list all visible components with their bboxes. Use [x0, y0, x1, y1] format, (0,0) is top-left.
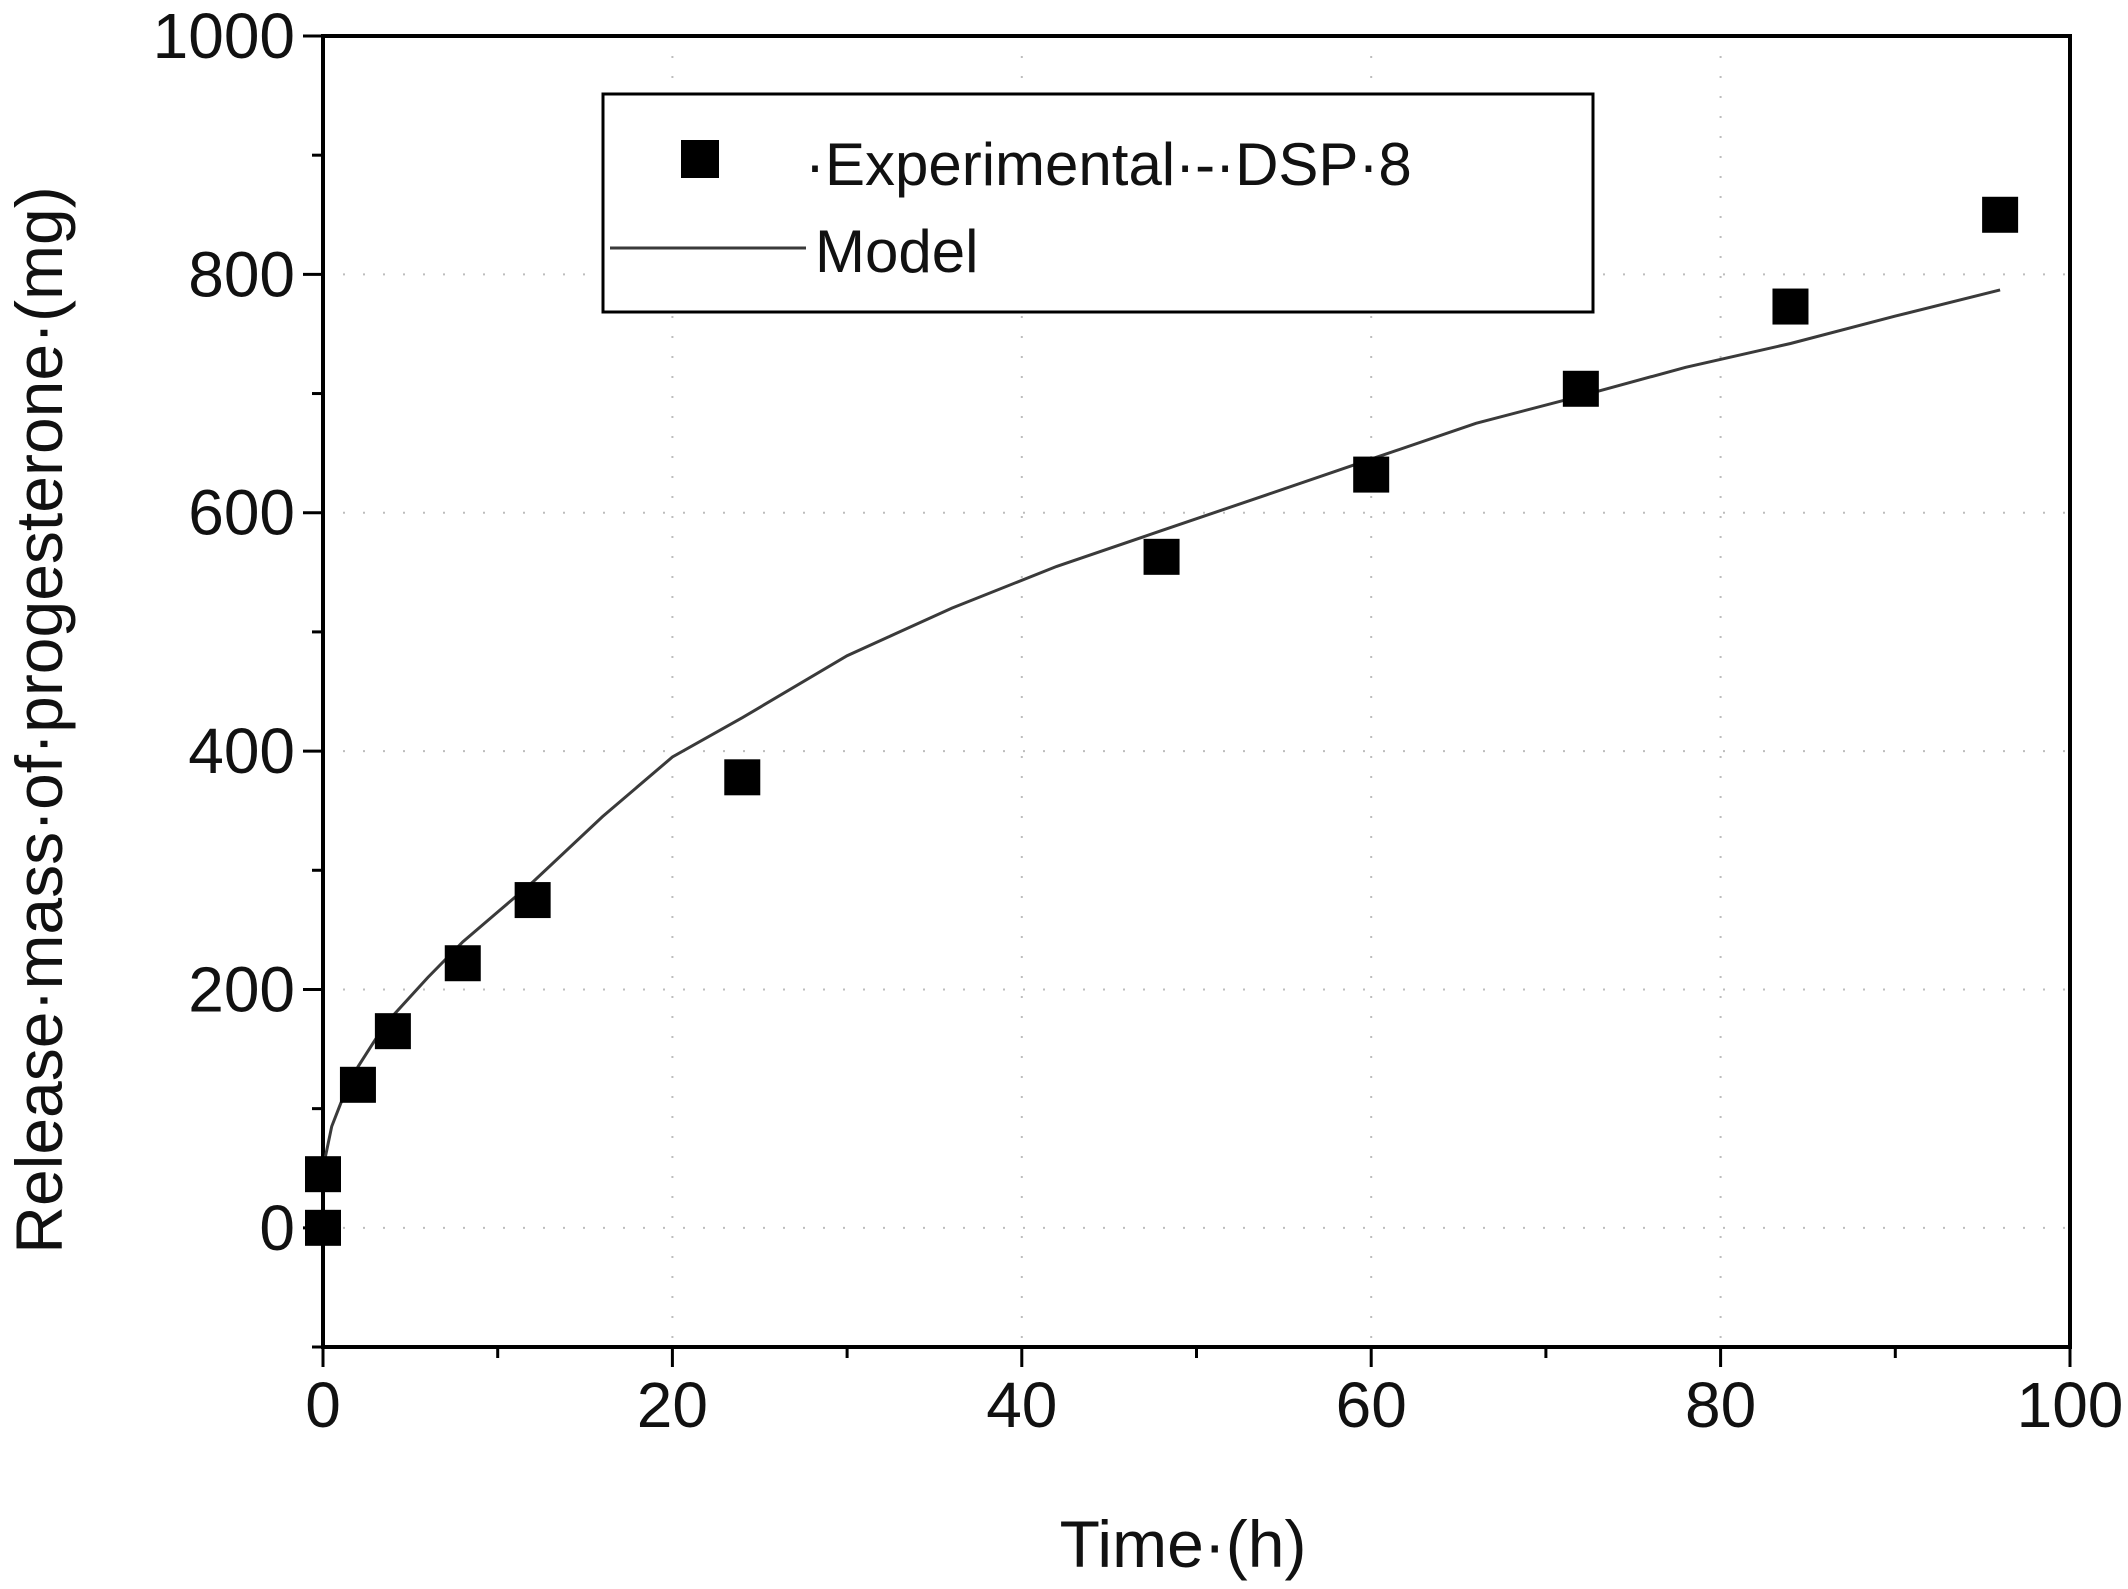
data-point-4	[444, 945, 481, 982]
y-tick-label-0: 0	[259, 1192, 295, 1264]
y-tick-label-3: 600	[188, 477, 295, 549]
x-axis-title: Time·(h)	[1060, 1507, 1307, 1581]
legend-label-model: Model	[815, 218, 978, 285]
x-tick-label-3: 60	[1336, 1369, 1407, 1441]
y-tick-label-1: 200	[188, 953, 295, 1025]
legend-label-experimental: ·Experimental·-·DSP·8	[805, 131, 1412, 198]
x-tick-label-1: 20	[637, 1369, 708, 1441]
data-point-11	[1982, 196, 2019, 233]
series-layer	[305, 196, 2019, 1246]
x-tick-label-5: 100	[2017, 1369, 2124, 1441]
data-point-9	[1562, 370, 1599, 407]
data-point-2	[339, 1066, 376, 1103]
legend: ·Experimental·-·DSP·8 Model	[601, 92, 1595, 314]
y-tick-label-5: 1000	[153, 0, 295, 72]
x-tick-labels: 0 20 40 60 80 100	[305, 1369, 2123, 1441]
y-tick-label-4: 800	[188, 238, 295, 310]
legend-box	[601, 92, 1595, 314]
x-tick-label-2: 40	[986, 1369, 1057, 1441]
data-point-6	[724, 759, 761, 796]
data-point-1	[305, 1156, 341, 1193]
data-point-0	[305, 1209, 341, 1246]
data-point-10	[1772, 288, 1809, 325]
data-point-5	[514, 882, 551, 919]
y-axis-title: Release·mass·of·progesterone·(mg)	[2, 186, 76, 1253]
model-curve	[321, 288, 2001, 1169]
y-tick-labels: 0 200 400 600 800 1000	[153, 0, 295, 1264]
y-tick-label-2: 400	[188, 715, 295, 787]
data-point-8	[1353, 456, 1390, 493]
data-point-7	[1143, 538, 1180, 575]
x-tick-label-0: 0	[305, 1369, 341, 1441]
data-point-3	[374, 1013, 411, 1050]
legend-marker-experimental	[681, 140, 719, 178]
x-tick-label-4: 80	[1685, 1369, 1756, 1441]
